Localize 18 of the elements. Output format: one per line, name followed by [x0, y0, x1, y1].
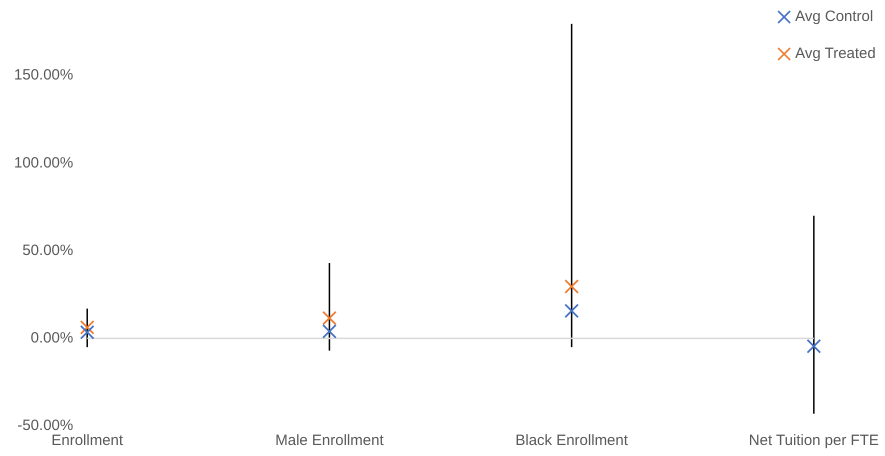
point — [80, 324, 94, 340]
y-tick-label: 100.00% — [14, 154, 74, 172]
y-tick-label: 150.00% — [14, 66, 74, 84]
y-tick-label: 0.00% — [30, 330, 74, 347]
y-tick-label: -50.00% — [17, 417, 74, 434]
point — [322, 324, 337, 339]
legend-label: Avg Treated — [795, 45, 876, 62]
point — [564, 304, 579, 318]
x-tick-label: Enrollment — [51, 432, 124, 450]
legend-label: Avg Control — [795, 8, 874, 26]
point — [80, 320, 94, 335]
point — [322, 310, 337, 326]
point — [564, 279, 579, 294]
x-tick-label: Net Tuition per FTE — [748, 432, 879, 450]
x-tick-label: Male Enrollment — [275, 432, 384, 450]
point — [806, 339, 822, 354]
x-tick-label: Black Enrollment — [515, 432, 629, 450]
y-tick-label: 50.00% — [22, 242, 74, 259]
